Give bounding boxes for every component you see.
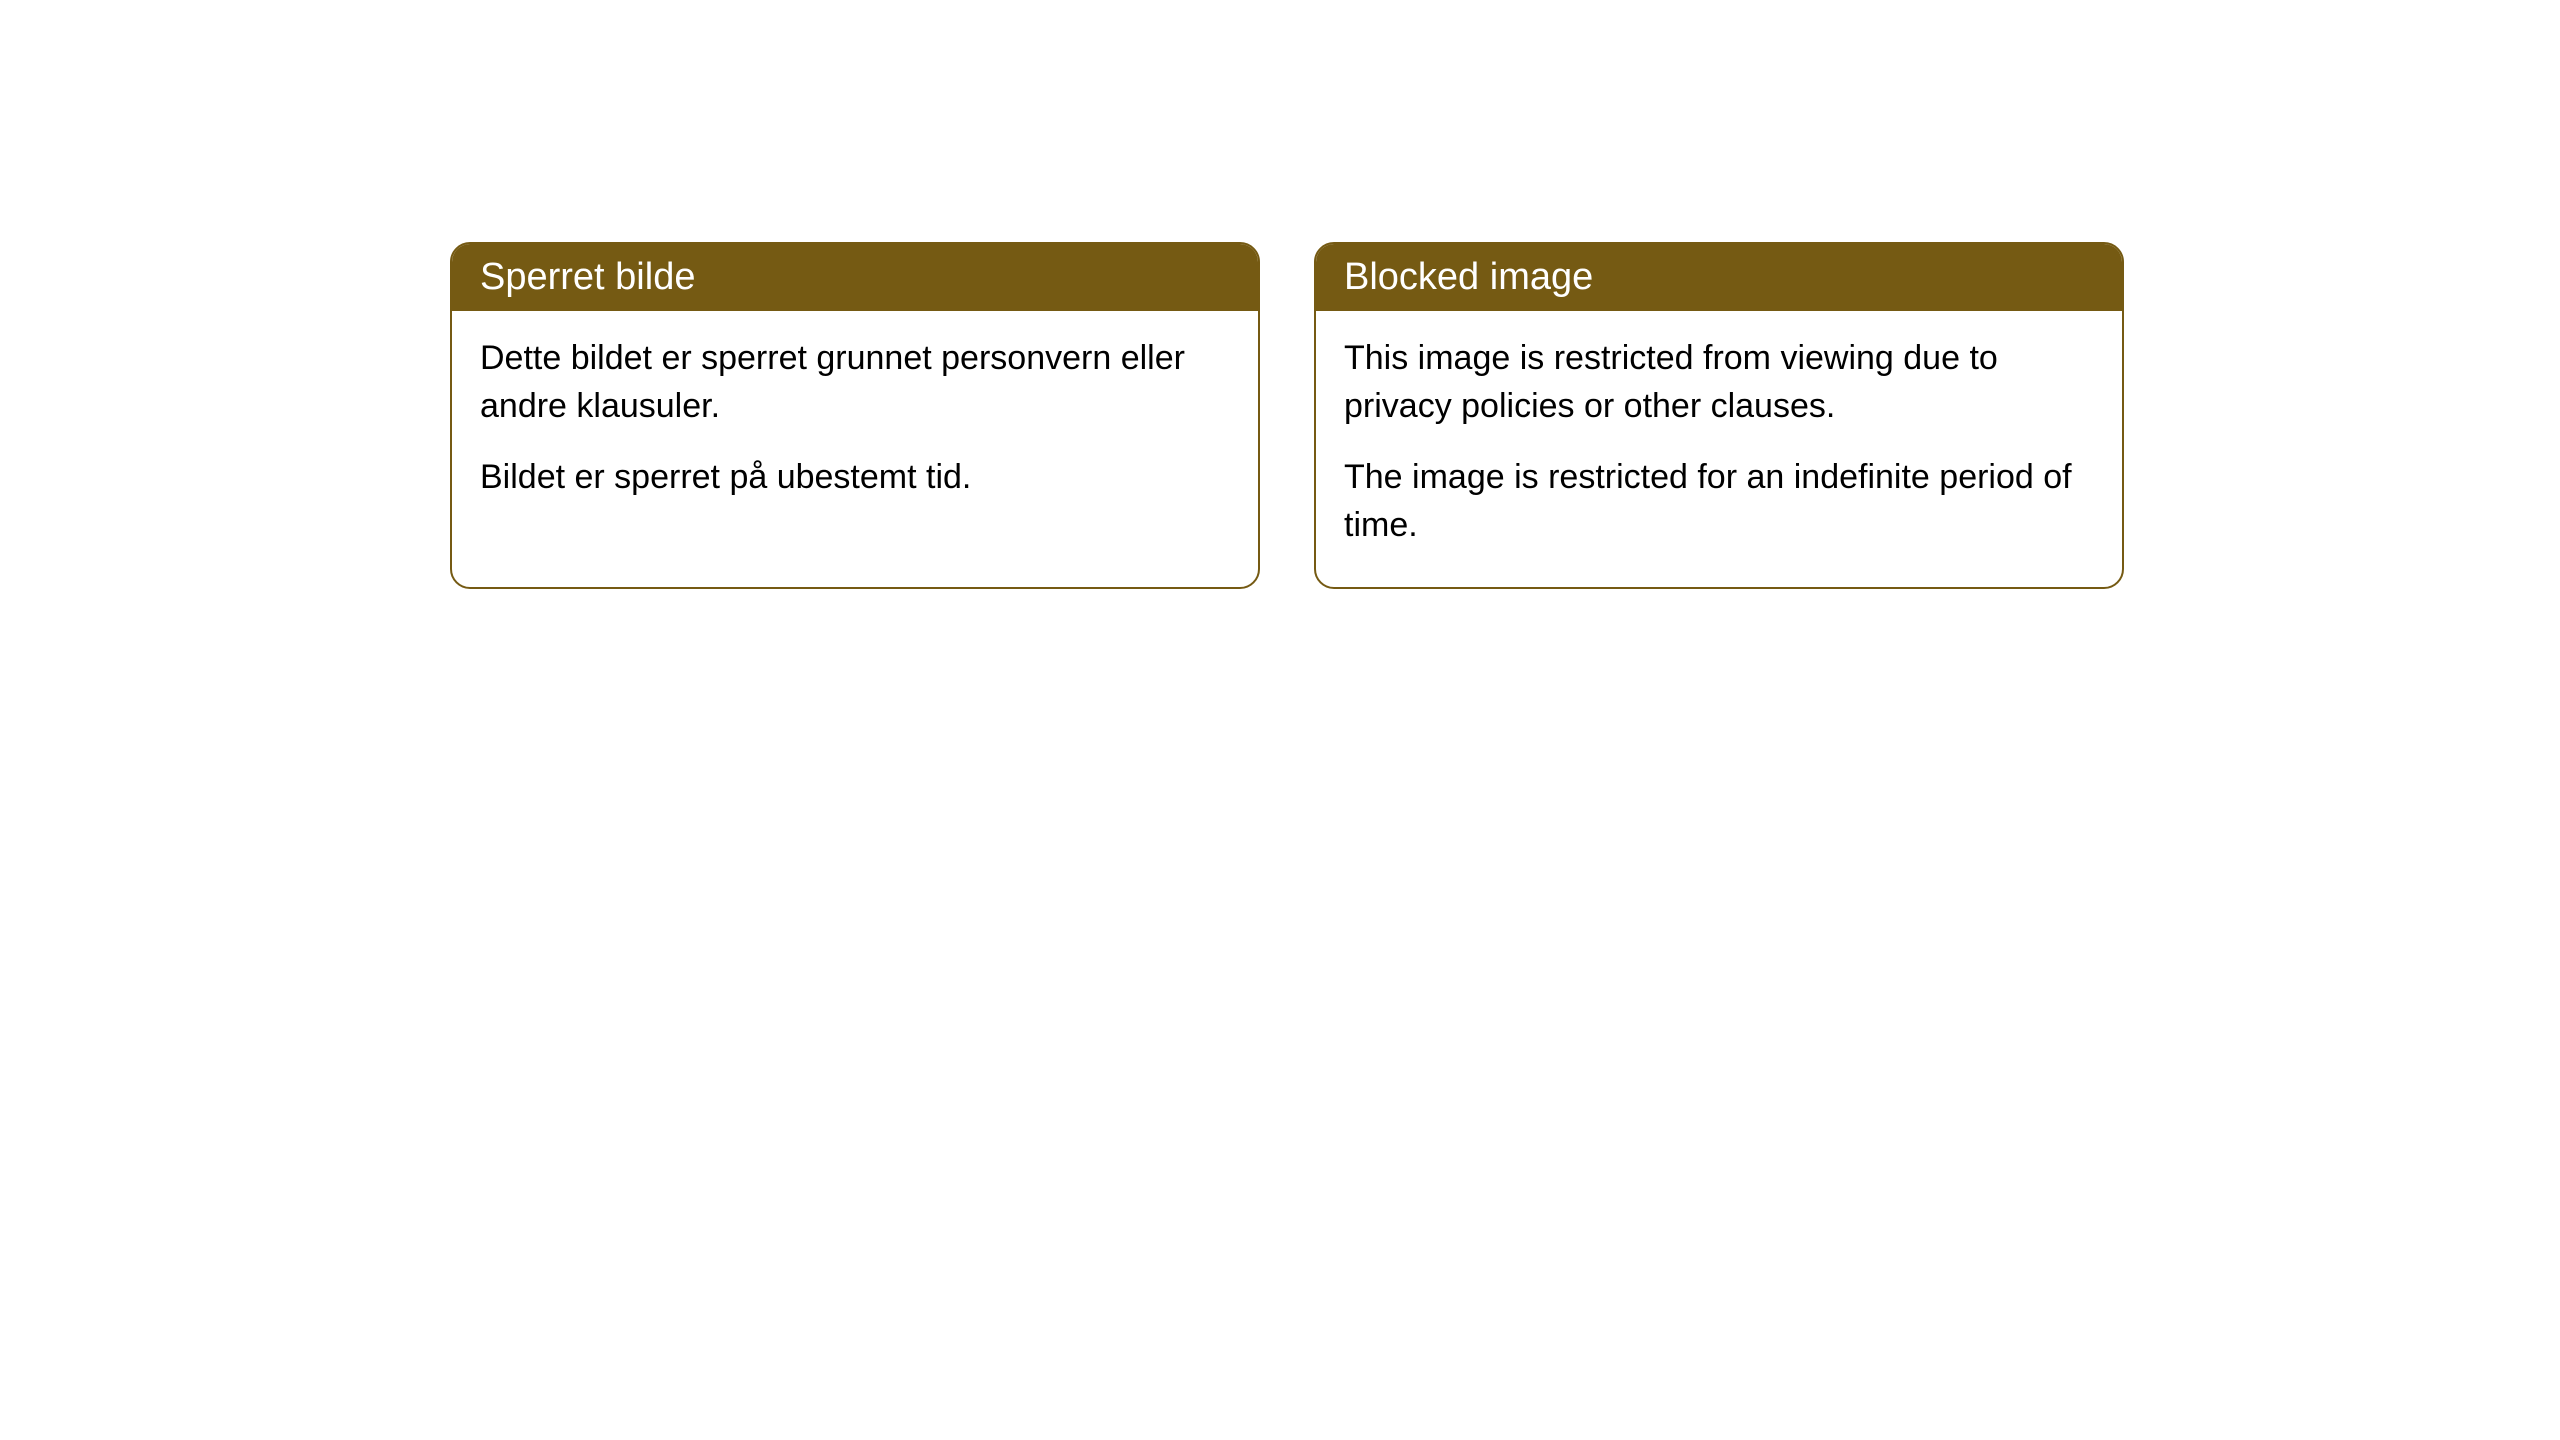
- card-header-english: Blocked image: [1316, 244, 2122, 311]
- card-paragraph: The image is restricted for an indefinit…: [1344, 454, 2094, 549]
- blocked-image-card-norwegian: Sperret bilde Dette bildet er sperret gr…: [450, 242, 1260, 589]
- card-paragraph: Dette bildet er sperret grunnet personve…: [480, 335, 1230, 430]
- card-title: Sperret bilde: [480, 256, 695, 298]
- card-title: Blocked image: [1344, 256, 1593, 298]
- card-header-norwegian: Sperret bilde: [452, 244, 1258, 311]
- blocked-image-card-english: Blocked image This image is restricted f…: [1314, 242, 2124, 589]
- card-body-norwegian: Dette bildet er sperret grunnet personve…: [452, 311, 1258, 540]
- notice-cards-container: Sperret bilde Dette bildet er sperret gr…: [450, 242, 2124, 589]
- card-paragraph: This image is restricted from viewing du…: [1344, 335, 2094, 430]
- card-body-english: This image is restricted from viewing du…: [1316, 311, 2122, 587]
- card-paragraph: Bildet er sperret på ubestemt tid.: [480, 454, 1230, 502]
